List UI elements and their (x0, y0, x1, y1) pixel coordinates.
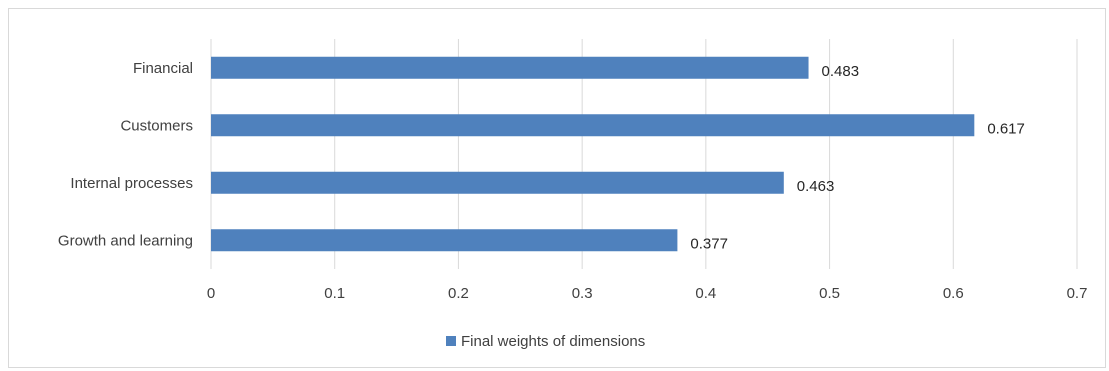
data-label: 0.617 (987, 120, 1025, 137)
bar (211, 114, 975, 137)
bar (211, 56, 809, 79)
legend-swatch (446, 336, 456, 346)
data-label: 0.483 (822, 63, 860, 80)
data-labels: 0.483 0.617 0.463 0.377 (690, 63, 1024, 253)
category-label: Customers (120, 117, 193, 134)
category-label: Growth and learning (58, 232, 193, 249)
bar (211, 171, 784, 194)
x-tick-label: 0.4 (695, 285, 716, 302)
legend-label: Final weights of dimensions (461, 333, 645, 350)
x-tick-label: 0 (207, 285, 215, 302)
bars (211, 56, 975, 252)
data-label: 0.377 (690, 235, 728, 252)
x-tick-label: 0.3 (572, 285, 593, 302)
bar-chart: Financial Customers Internal processes Grow… (58, 39, 1088, 350)
legend: Final weights of dimensions (446, 333, 645, 350)
x-axis-ticks: 0 0.1 0.2 0.3 0.4 0.5 0.6 0.7 (207, 285, 1088, 302)
x-tick-label: 0.2 (448, 285, 469, 302)
x-tick-label: 0.5 (819, 285, 840, 302)
x-tick-label: 0.7 (1067, 285, 1088, 302)
x-tick-label: 0.6 (943, 285, 964, 302)
x-tick-label: 0.1 (324, 285, 345, 302)
category-label: Financial (133, 60, 193, 77)
chart-frame: Financial Customers Internal processes Grow… (8, 8, 1106, 368)
data-label: 0.463 (797, 178, 835, 195)
category-label: Internal processes (70, 175, 193, 192)
bar (211, 229, 678, 252)
category-labels: Financial Customers Internal processes Grow… (58, 60, 193, 250)
